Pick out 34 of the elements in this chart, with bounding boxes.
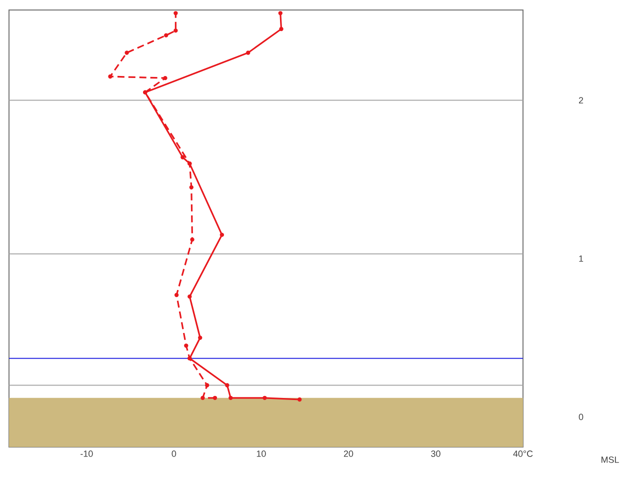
y-axis-title: MSL — [602, 456, 619, 463]
point — [163, 76, 168, 80]
point — [174, 292, 179, 298]
point — [200, 396, 205, 400]
point — [188, 294, 192, 299]
point — [220, 232, 224, 237]
x-tick-label: 0 — [172, 450, 176, 457]
point — [174, 28, 178, 33]
point — [108, 74, 112, 79]
x-tick-label: 10 — [256, 450, 266, 457]
point — [212, 396, 218, 400]
point — [262, 396, 267, 400]
x-tick-label: 40°C — [513, 450, 533, 457]
point — [198, 336, 202, 340]
x-tick-label: 30 — [431, 450, 440, 457]
point — [278, 11, 282, 16]
point — [298, 397, 302, 402]
point — [225, 383, 230, 388]
point — [180, 155, 185, 160]
point — [190, 237, 194, 242]
x-tick-label: -10 — [80, 450, 93, 457]
point — [174, 11, 178, 16]
point — [184, 344, 188, 348]
y-tick-label: 2 — [578, 97, 584, 104]
point — [205, 383, 210, 388]
point — [246, 50, 250, 55]
point — [164, 33, 168, 38]
y-tick-label: 0 — [578, 414, 584, 420]
y-tick-label: 1 — [579, 255, 584, 262]
point — [189, 185, 194, 190]
point — [124, 50, 129, 55]
point — [279, 26, 284, 32]
x-tick-label: 20 — [344, 450, 354, 457]
point — [228, 396, 233, 400]
